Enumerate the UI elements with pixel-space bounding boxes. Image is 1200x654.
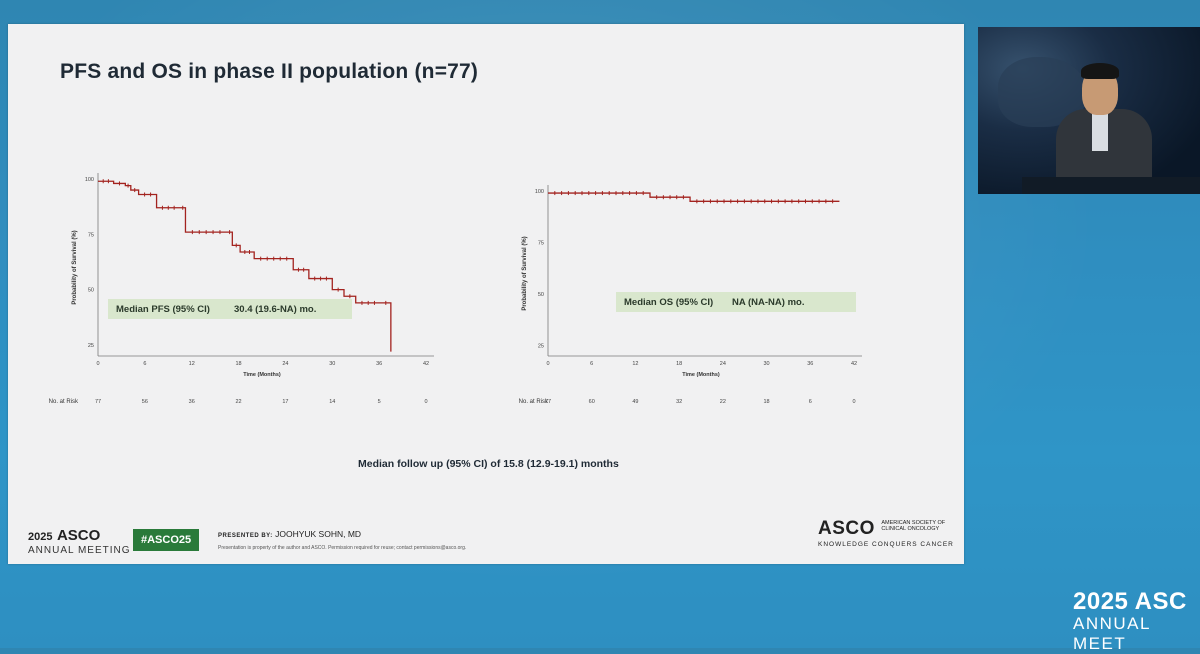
os-ytick-label: 25 [538, 344, 544, 350]
os-risk-label: No. at Risk [519, 399, 549, 405]
pfs-xtick-label: 42 [423, 361, 429, 367]
presented-by: PRESENTED BY: JOOHYUK SOHN, MD [218, 529, 361, 539]
os-risk-value: 6 [809, 399, 812, 405]
footer-year: 2025 [28, 531, 53, 543]
os-km-chart: 25 50 75 100 0 6 12 18 24 30 36 42 Time (Months) Prob… [519, 185, 862, 405]
pfs-y-axis-label: Probability of Survival (%) [72, 230, 78, 304]
footer-brand: ASCO [56, 527, 101, 544]
os-xtick-label: 36 [807, 361, 813, 367]
os-risk-value: 60 [589, 399, 595, 405]
pfs-survival-curve [98, 180, 392, 352]
os-risk-value: 18 [764, 399, 770, 405]
podium [1022, 177, 1200, 194]
pfs-median-label: Median PFS (95% CI) [116, 304, 210, 315]
median-follow-up-note: Median follow up (95% CI) of 15.8 (12.9-… [358, 458, 619, 470]
screen-logo-line-2: ANNUAL MEET [1073, 614, 1151, 653]
pfs-ytick-label: 100 [85, 177, 94, 183]
presenter-name: JOOHYUK SOHN, MD [275, 529, 362, 539]
os-survival-curve [548, 192, 840, 202]
os-xtick-label: 12 [632, 361, 638, 367]
pfs-risk-label: No. at Risk [49, 399, 79, 405]
org-tagline: KNOWLEDGE CONQUERS CANCER [818, 541, 954, 548]
pfs-risk-value: 77 [95, 399, 101, 405]
speaker-shirt [1092, 111, 1108, 151]
pfs-risk-value: 0 [424, 399, 427, 405]
pfs-risk-value: 5 [378, 399, 381, 405]
os-xtick-label: 0 [546, 361, 549, 367]
pfs-x-axis-label: Time (Months) [243, 372, 281, 378]
os-risk-value: 49 [632, 399, 638, 405]
pfs-xtick-label: 30 [329, 361, 335, 367]
asco-organization-logo: ASCO AMERICAN SOCIETY OF CLINICAL ONCOLO… [818, 518, 954, 548]
footer-meeting: ANNUAL MEETING [28, 545, 131, 556]
pfs-median-value: 30.4 (19.6-NA) mo. [234, 304, 316, 315]
os-xtick-label: 30 [764, 361, 770, 367]
pfs-median-box [108, 299, 352, 319]
os-risk-value: 77 [545, 399, 551, 405]
os-median-box [616, 292, 856, 312]
os-xtick-label: 42 [851, 361, 857, 367]
pfs-risk-value: 56 [142, 399, 148, 405]
os-ytick-label: 100 [535, 189, 544, 195]
os-xtick-label: 18 [676, 361, 682, 367]
pfs-xtick-label: 36 [376, 361, 382, 367]
os-risk-value: 22 [720, 399, 726, 405]
os-risk-value: 32 [676, 399, 682, 405]
os-x-axis-label: Time (Months) [682, 372, 720, 378]
presentation-slide: PFS and OS in phase II population (n=77)… [8, 24, 964, 564]
pfs-risk-value: 22 [236, 399, 242, 405]
os-median-label: Median OS (95% CI) [624, 297, 713, 308]
reuse-disclaimer: Presentation is property of the author a… [218, 545, 467, 551]
os-risk-value: 0 [852, 399, 855, 405]
pfs-risk-value: 14 [329, 399, 335, 405]
speaker-hair [1081, 63, 1119, 79]
pfs-risk-value: 17 [282, 399, 288, 405]
screen-logo-line-1: 2025 ASC [1073, 588, 1187, 615]
pfs-xtick-label: 0 [96, 361, 99, 367]
org-full-line-2: CLINICAL ONCOLOGY [881, 526, 940, 532]
slide-title: PFS and OS in phase II population (n=77) [60, 60, 479, 83]
pfs-xtick-label: 6 [143, 361, 146, 367]
pfs-xtick-label: 18 [236, 361, 242, 367]
pfs-risk-value: 36 [189, 399, 195, 405]
org-full-name: AMERICAN SOCIETY OF CLINICAL ONCOLOGY [881, 520, 945, 532]
presented-by-label: PRESENTED BY: [218, 533, 273, 539]
os-median-value: NA (NA-NA) mo. [732, 297, 804, 308]
os-ytick-label: 75 [538, 241, 544, 247]
speaker-video-feed [978, 27, 1200, 194]
screen-corner-logo: 2025 ASC ANNUAL MEET [1073, 588, 1200, 654]
org-full-line-1: AMERICAN SOCIETY OF [881, 520, 946, 526]
pfs-ytick-label: 25 [88, 343, 94, 349]
pfs-ytick-label: 50 [88, 288, 94, 294]
pfs-xtick-label: 12 [189, 361, 195, 367]
os-y-axis-label: Probability of Survival (%) [522, 236, 528, 310]
pfs-ytick-label: 75 [88, 232, 94, 238]
pfs-xtick-label: 24 [282, 361, 288, 367]
os-ytick-label: 50 [538, 292, 544, 298]
os-xtick-label: 24 [720, 361, 726, 367]
os-xtick-label: 6 [590, 361, 593, 367]
org-acronym: ASCO [818, 518, 875, 539]
hashtag-badge: #ASCO25 [133, 529, 200, 551]
asco-annual-meeting-logo: 2025 ASCO ANNUAL MEETING [28, 527, 131, 556]
